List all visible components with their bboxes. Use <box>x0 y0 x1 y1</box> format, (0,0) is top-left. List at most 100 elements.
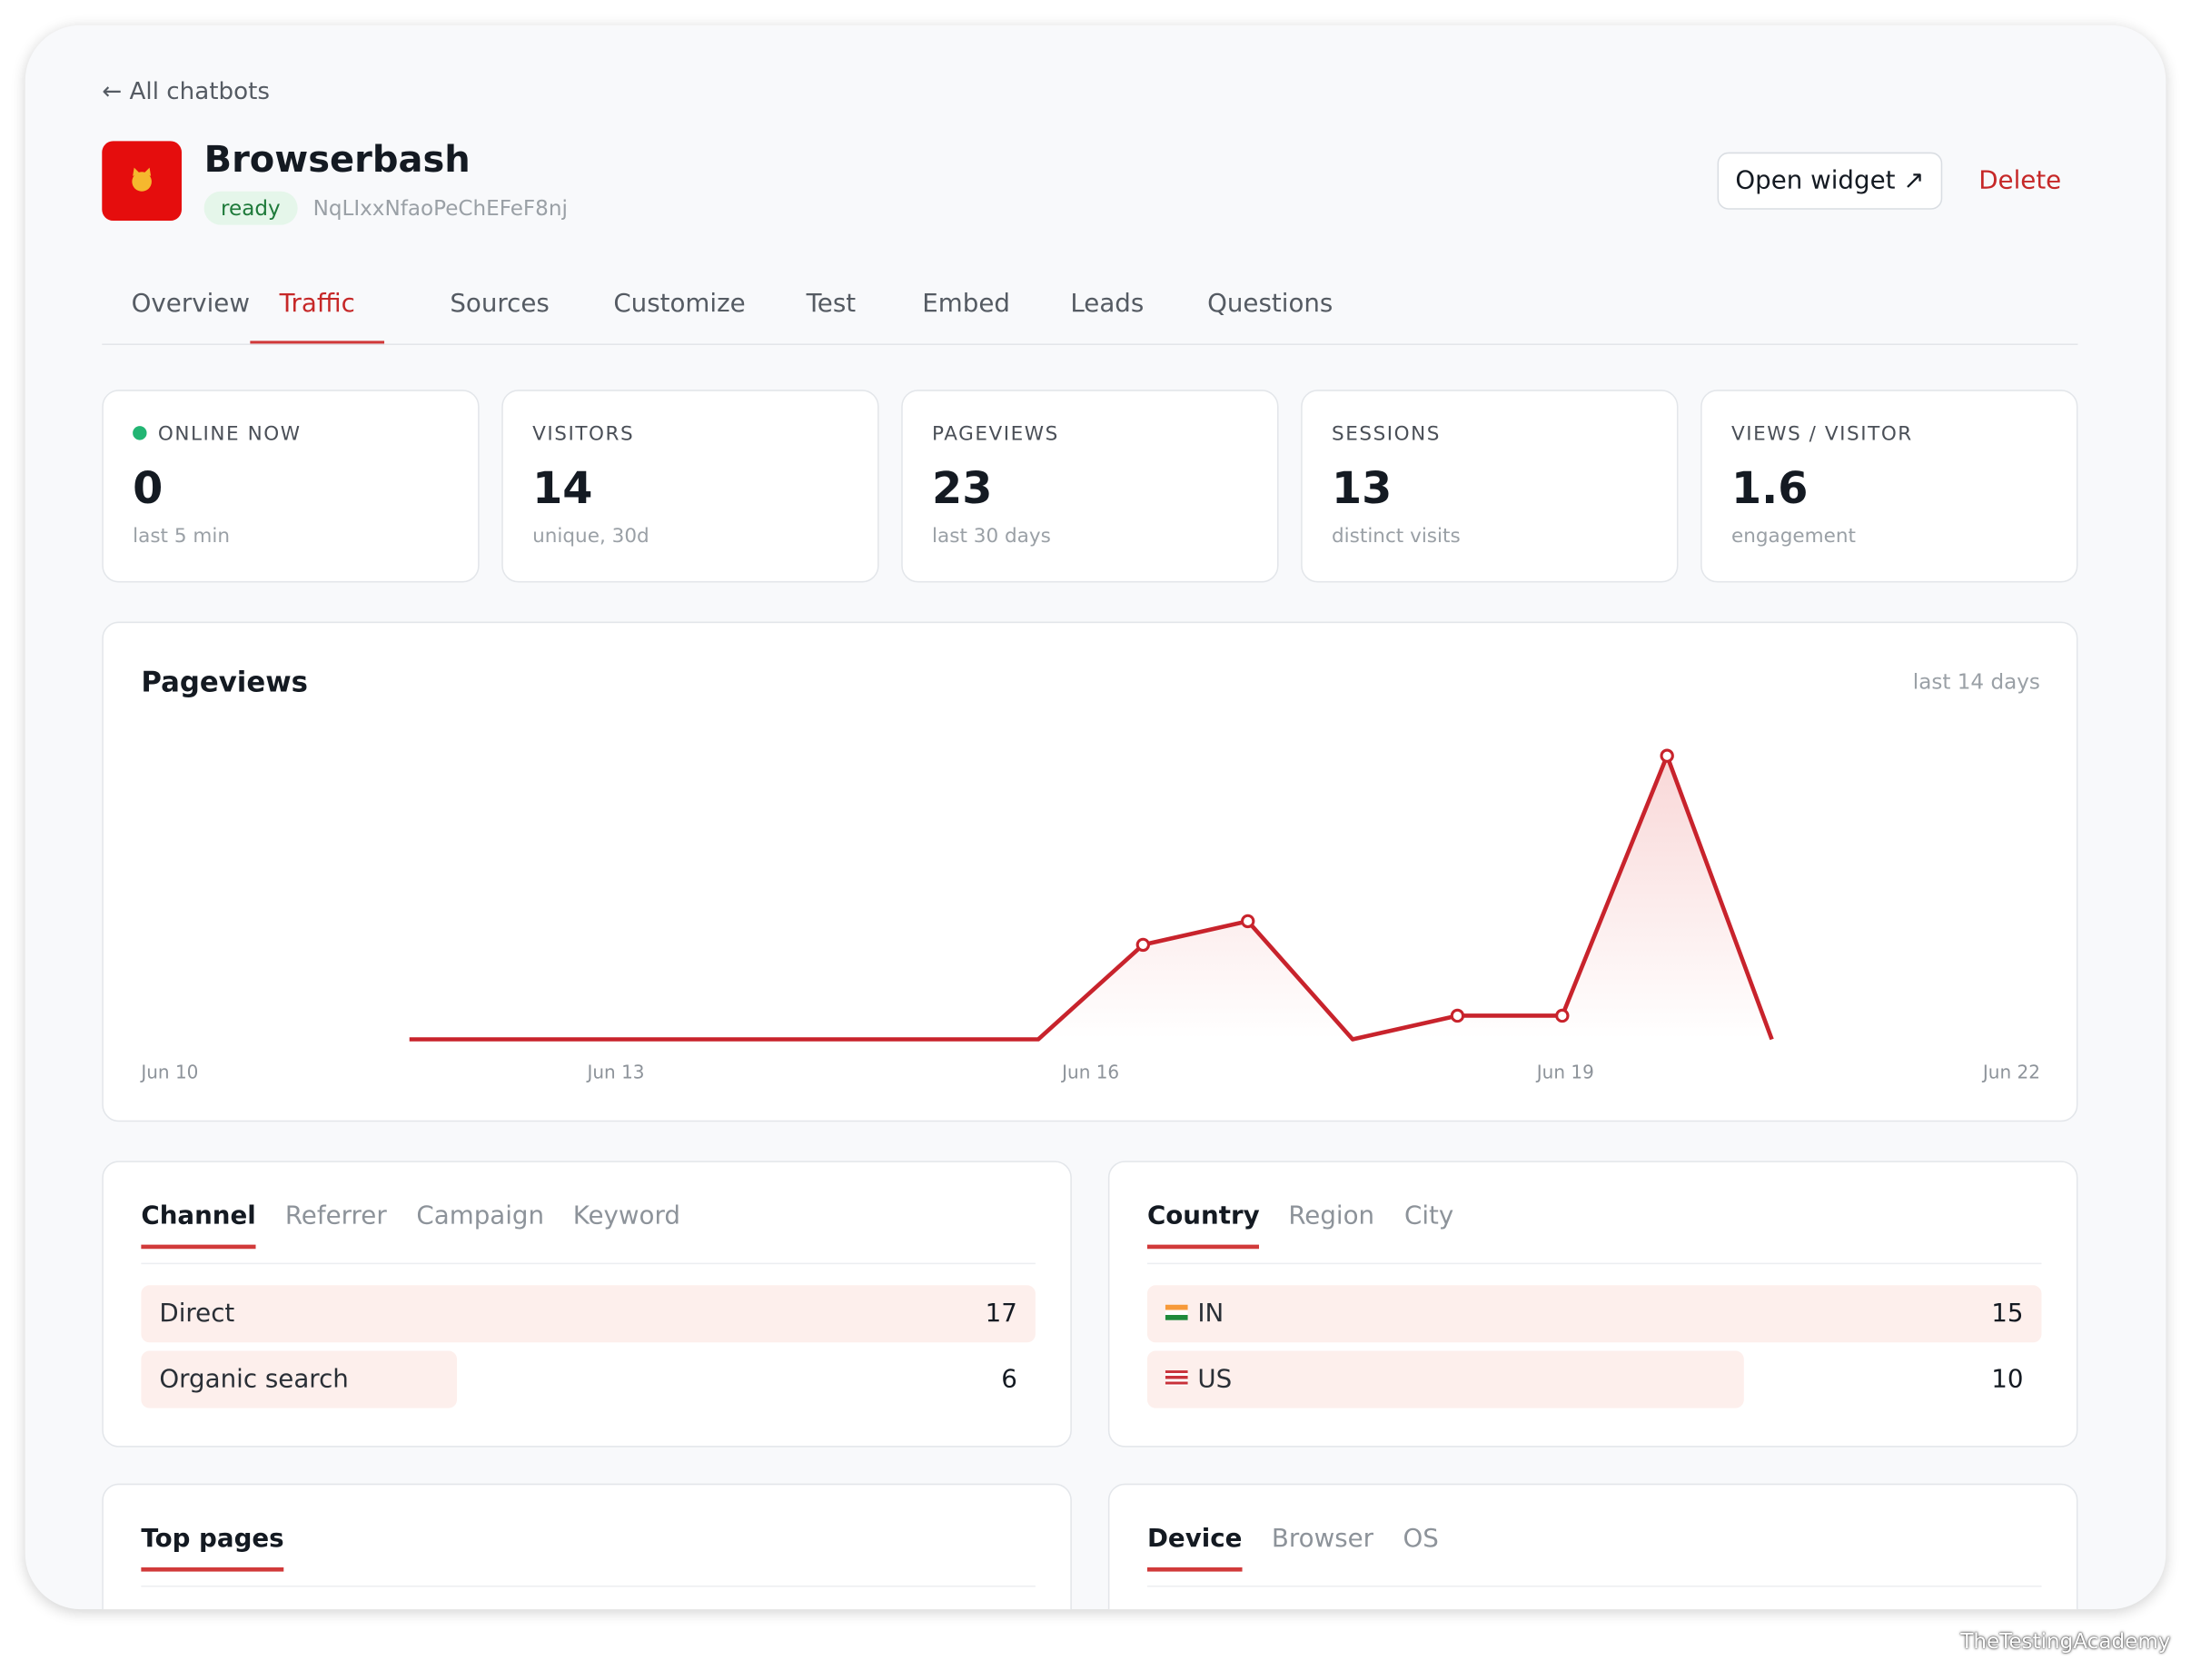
breakdown-tab[interactable]: Top pages <box>141 1524 284 1554</box>
stat-value: 0 <box>133 463 164 515</box>
tab[interactable]: Traffic <box>279 289 355 319</box>
breakdown-tab[interactable]: Campaign <box>416 1201 545 1231</box>
open-widget-button[interactable]: Open widget ↗ <box>1717 152 1943 210</box>
back-text[interactable]: All chatbots <box>129 78 270 106</box>
logo-icon <box>132 167 152 192</box>
breakdown-tab[interactable]: OS <box>1403 1524 1439 1554</box>
tab[interactable]: Sources <box>450 289 550 319</box>
chart-card: Pageviews last 14 days Jun 10 Jun 13 Jun 1… <box>102 621 2078 1122</box>
row-value: 10 <box>1991 1364 2024 1395</box>
x-tick-label: Jun 19 <box>1535 1062 1594 1083</box>
row-name: IN <box>1165 1300 1224 1329</box>
stat-sub: last 5 min <box>133 525 231 548</box>
delete-button[interactable]: Delete <box>1978 166 2062 196</box>
breakdown-row[interactable]: Direct 17 <box>141 1285 1036 1343</box>
row-name: Direct <box>159 1300 234 1329</box>
x-tick-label: Jun 16 <box>1060 1062 1119 1083</box>
stat-sub: last 30 days <box>932 525 1051 548</box>
flag <box>1165 1370 1188 1386</box>
stat-label: VIEWS / VISITOR <box>1731 423 1913 446</box>
breakdown-tab[interactable]: City <box>1403 1201 1454 1231</box>
row-value: 15 <box>1991 1299 2024 1329</box>
breakdown-row[interactable]: IN 15 <box>1146 1285 2042 1343</box>
x-tick-label: Jun 13 <box>585 1062 644 1083</box>
divider <box>1146 1585 2042 1587</box>
stat-card: VISITORS 14 unique, 30d <box>501 390 879 583</box>
stat-card: SESSIONS 13 distinct visits <box>1301 390 1679 583</box>
divider <box>141 1262 1036 1265</box>
point <box>1135 937 1151 953</box>
back-link[interactable]: ← All chatbots <box>102 78 270 106</box>
x-tick-label: Jun 10 <box>139 1062 198 1083</box>
breakdown-tab[interactable]: Device <box>1146 1524 1243 1554</box>
tab-underline <box>141 1566 284 1572</box>
tab[interactable]: Customize <box>613 289 746 319</box>
bot-id: NqLIxxNfaoPeChEFeF8nj <box>312 195 568 222</box>
stat-label-text: PAGEVIEWS <box>932 423 1059 446</box>
line-chart: Jun 10 Jun 13 Jun 16 Jun 19 Jun 22 <box>139 748 2040 1083</box>
stat-label: ONLINE NOW <box>133 423 301 446</box>
stat-sub: engagement <box>1730 525 1856 548</box>
bot-name: Browserbash <box>203 139 471 182</box>
line-area <box>409 756 1772 1040</box>
x-tick-label: Jun 22 <box>1981 1062 2040 1083</box>
breakdown-row[interactable]: Organic search 6 <box>141 1350 1036 1408</box>
breakdown-tab[interactable]: Keyword <box>572 1201 680 1231</box>
line <box>409 753 1774 1042</box>
breakdown-tab[interactable]: Channel <box>141 1201 256 1231</box>
breakdown-card: Device Browser OS <box>1107 1483 2078 1610</box>
breakdown-tab[interactable]: Browser <box>1271 1524 1374 1554</box>
row-value: 6 <box>1001 1364 1017 1395</box>
point <box>1555 1008 1570 1023</box>
tab[interactable]: Test <box>806 289 857 319</box>
breakdown-card: Top pages <box>102 1483 1072 1610</box>
divider <box>141 1585 1036 1587</box>
tab[interactable]: Embed <box>922 289 1010 319</box>
tab-underline <box>1146 1566 1243 1572</box>
point <box>1241 914 1255 929</box>
stat-label: SESSIONS <box>1332 423 1441 446</box>
breakdown-card: Channel Referrer Campaign Keyword Direct 17 Or… <box>102 1161 1072 1448</box>
row-name-text: IN <box>1197 1299 1224 1329</box>
stat-label-text: VISITORS <box>532 423 635 446</box>
stat-label: PAGEVIEWS <box>932 423 1059 446</box>
breakdown-card: Country Region City IN 15 US 10 <box>1107 1161 2078 1448</box>
chart-title: Pageviews <box>141 665 308 699</box>
breakdown-tab[interactable]: Country <box>1146 1201 1260 1231</box>
point <box>1450 1008 1465 1023</box>
stat-label: VISITORS <box>532 423 634 446</box>
logo <box>102 141 182 222</box>
breakdown-tab[interactable]: Referrer <box>284 1201 387 1231</box>
stat-label-text: VIEWS / VISITOR <box>1730 423 1913 446</box>
stat-label-text: SESSIONS <box>1331 423 1442 446</box>
breakdown-tab[interactable]: Region <box>1288 1201 1375 1231</box>
row-name-text: Organic search <box>159 1364 349 1395</box>
breakdown-row[interactable]: US 10 <box>1146 1350 2042 1408</box>
row-bar <box>141 1350 457 1408</box>
stat-value: 1.6 <box>1730 463 1809 515</box>
row-name-text: Direct <box>159 1299 235 1329</box>
status-pill: ready <box>203 191 298 225</box>
watermark: TheTestingAcademy <box>1960 1628 2171 1655</box>
stat-value: 13 <box>1331 463 1393 515</box>
tab-underline <box>1146 1244 1260 1250</box>
chart-subtitle: last 14 days <box>1912 668 2040 695</box>
tab[interactable]: Questions <box>1207 289 1333 319</box>
stat-sub: unique, 30d <box>532 525 649 548</box>
stat-label-text: ONLINE NOW <box>157 423 302 446</box>
row-bar <box>1146 1285 2042 1343</box>
tab-underline <box>141 1244 256 1250</box>
tab[interactable]: Overview <box>131 289 250 319</box>
app-window: ← All chatbots Browserbash ready NqLIxxN… <box>25 25 2166 1610</box>
tab-underline <box>250 341 385 345</box>
row-name-text: US <box>1197 1364 1233 1395</box>
stat-card: ONLINE NOW 0 last 5 min <box>102 390 480 583</box>
stat-card: PAGEVIEWS 23 last 30 days <box>901 390 1279 583</box>
tab[interactable]: Leads <box>1070 289 1145 319</box>
row-name: US <box>1165 1365 1232 1394</box>
stat-value: 14 <box>532 463 593 515</box>
row-name: Organic search <box>159 1365 348 1394</box>
flag <box>1165 1304 1188 1320</box>
